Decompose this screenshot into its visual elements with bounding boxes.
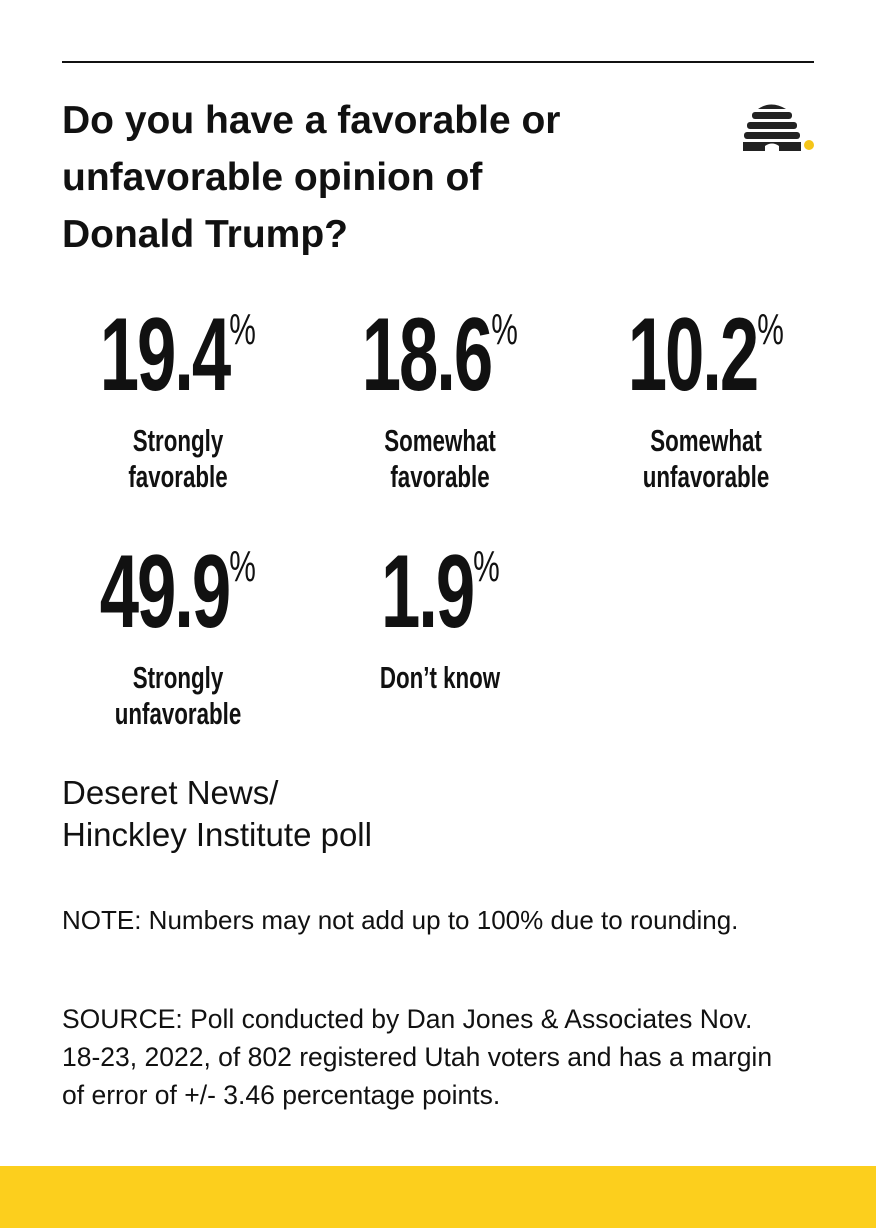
- stat-unit: %: [229, 542, 257, 591]
- title: Do you have a favorable or unfavorable op…: [62, 92, 561, 263]
- poll-name: Deseret News/Hinckley Institute poll: [62, 772, 372, 856]
- note: NOTE: Numbers may not add up to 100% due…: [62, 905, 739, 935]
- poll-line: Deseret News/: [62, 774, 279, 811]
- stat: 18.6% Somewhat favorable: [310, 303, 570, 495]
- stat-label-line: unfavorable: [642, 459, 770, 494]
- stat-label: Don’t know: [346, 660, 533, 696]
- stat-label: Strongly favorable: [84, 423, 271, 495]
- stat-unit: %: [757, 305, 785, 354]
- stat: 1.9% Don’t know: [310, 540, 570, 696]
- stat-label: Somewhat unfavorable: [612, 423, 799, 495]
- stat-value: 10.2%: [628, 303, 785, 407]
- title-line: Donald Trump?: [62, 213, 348, 256]
- stat: 19.4% Strongly favorable: [48, 303, 308, 495]
- title-line: unfavorable opinion of: [62, 156, 483, 199]
- stat: 10.2% Somewhat unfavorable: [576, 303, 836, 495]
- stat-label: Somewhat favorable: [346, 423, 533, 495]
- stat-number: 18.6: [361, 297, 494, 413]
- stat-value: 49.9%: [100, 540, 257, 644]
- stat-label-line: favorable: [128, 459, 228, 494]
- stat-number: 10.2: [627, 297, 760, 413]
- stat-unit: %: [472, 542, 500, 591]
- stat-label: Strongly unfavorable: [84, 660, 271, 732]
- top-rule: [62, 61, 814, 63]
- stat-label-line: Somewhat: [384, 423, 496, 458]
- stat-value: 1.9%: [381, 540, 500, 644]
- source: SOURCE: Poll conducted by Dan Jones & As…: [62, 1004, 773, 1110]
- stat-number: 1.9: [380, 534, 475, 650]
- title-line: Do you have a favorable or: [62, 99, 561, 142]
- stat-label-line: unfavorable: [114, 696, 242, 731]
- poll-line: Hinckley Institute poll: [62, 816, 372, 853]
- stat-label-line: favorable: [390, 459, 490, 494]
- logo: [743, 104, 814, 151]
- stat-number: 19.4: [99, 297, 232, 413]
- footer-bar: [0, 1166, 876, 1228]
- stat-value: 19.4%: [100, 303, 257, 407]
- stat-unit: %: [229, 305, 257, 354]
- stat-label-line: Strongly: [132, 423, 224, 458]
- stat-unit: %: [491, 305, 519, 354]
- stat: 49.9% Strongly unfavorable: [48, 540, 308, 732]
- stat-value: 18.6%: [362, 303, 519, 407]
- stat-label-line: Somewhat: [650, 423, 762, 458]
- stat-label-line: Strongly: [132, 660, 224, 695]
- stat-number: 49.9: [99, 534, 232, 650]
- stat-label-line: Don’t know: [379, 660, 501, 695]
